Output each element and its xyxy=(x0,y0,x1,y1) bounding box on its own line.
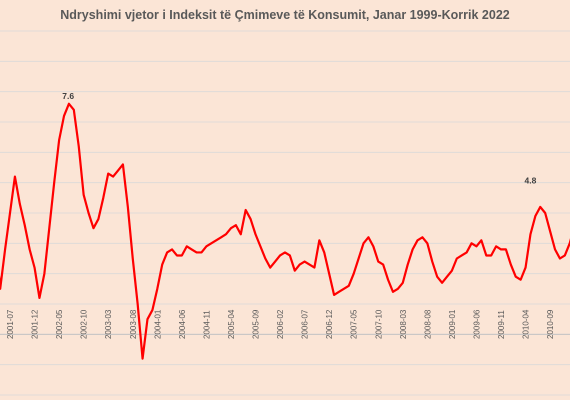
x-tick-label: 2004-11 xyxy=(202,310,211,339)
x-tick-label: 2006-12 xyxy=(325,309,334,339)
x-tick-label: 2010-04 xyxy=(522,309,531,339)
x-tick-label: 2006-07 xyxy=(301,309,310,339)
x-tick-label: 2002-10 xyxy=(80,309,89,339)
x-tick-label: 2009-11 xyxy=(497,310,506,339)
x-tick-label: 2004-06 xyxy=(178,309,187,339)
x-tick-label: 2005-04 xyxy=(227,309,236,339)
x-tick-label: 2003-08 xyxy=(129,309,138,339)
x-tick-label: 2008-08 xyxy=(423,309,432,339)
x-tick-label: 2007-10 xyxy=(374,309,383,339)
x-tick-label: 2001-12 xyxy=(31,309,40,339)
x-tick-label: 2002-05 xyxy=(55,309,64,339)
x-tick-label: 2003-03 xyxy=(104,309,113,339)
x-tick-label: 2004-01 xyxy=(153,309,162,339)
chart-title: Ndryshimi vjetor i Indeksit të Çmimeve t… xyxy=(60,8,510,22)
series-line xyxy=(0,102,570,360)
x-tick-label: 2007-05 xyxy=(350,309,359,339)
x-tick-label: 2009-01 xyxy=(448,309,457,339)
x-tick-label: 2008-03 xyxy=(399,309,408,339)
x-tick-label: 2001-07 xyxy=(6,309,15,339)
x-tick-label: 2006-02 xyxy=(276,309,285,339)
data-label: 4.8 xyxy=(525,176,537,186)
data-label: 7.6 xyxy=(62,91,74,101)
x-tick-label: 2005-09 xyxy=(252,309,261,339)
x-tick-label: 2009-06 xyxy=(472,309,481,339)
x-tick-label: 2010-09 xyxy=(546,309,555,339)
